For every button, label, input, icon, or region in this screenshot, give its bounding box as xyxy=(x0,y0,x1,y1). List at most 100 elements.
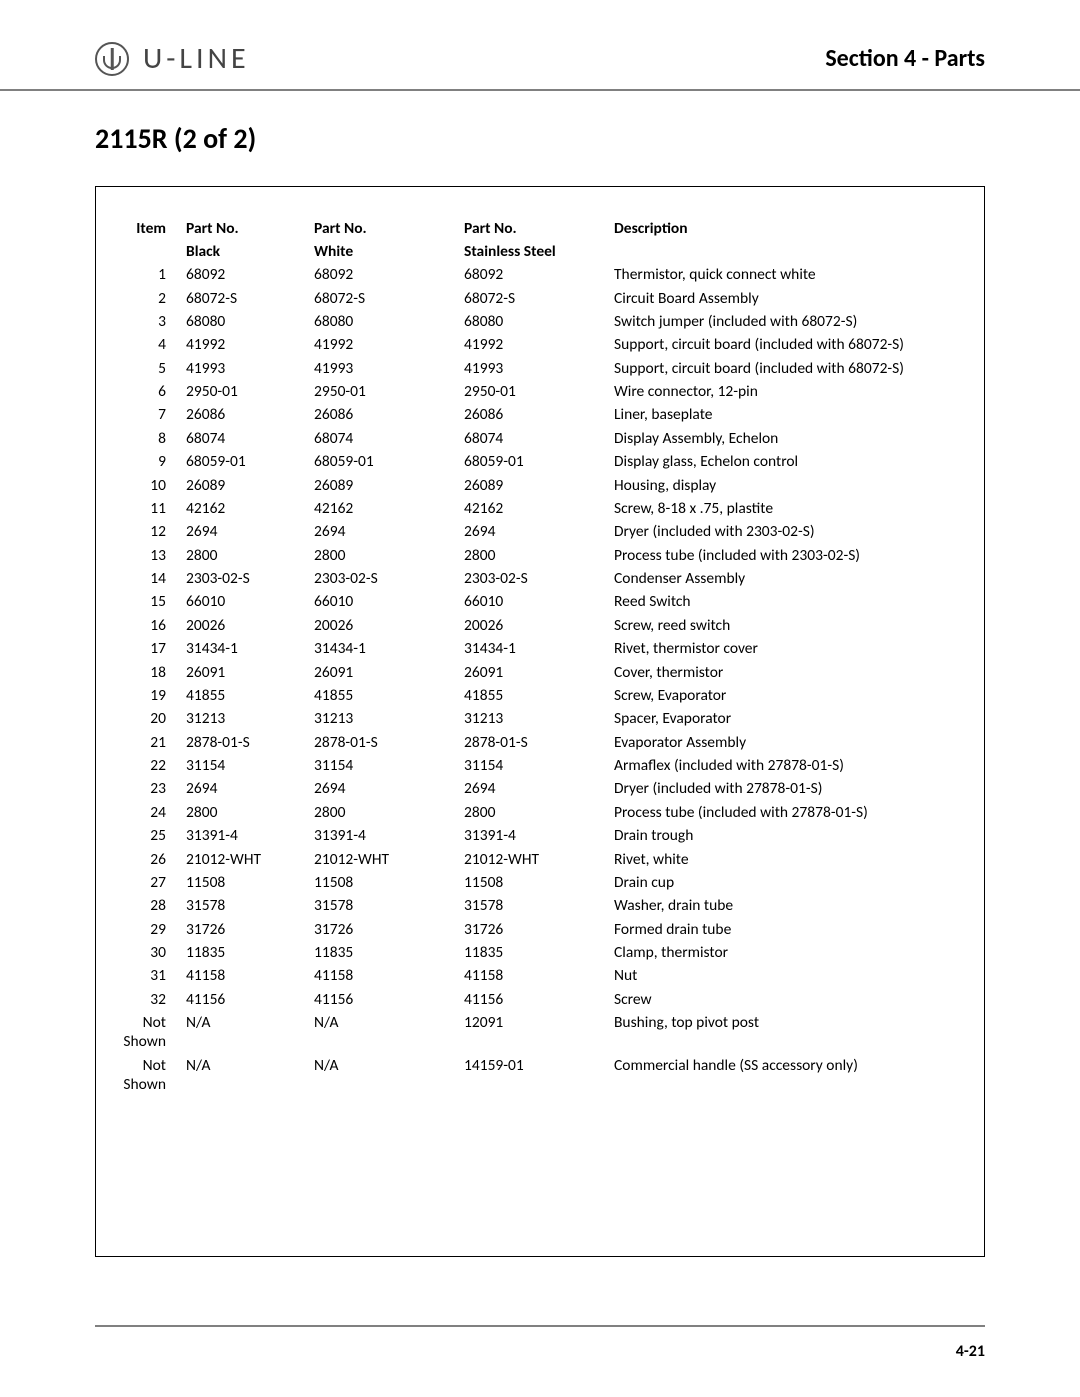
cell-black: 21012-WHT xyxy=(182,847,310,870)
cell-desc: Screw, reed switch xyxy=(610,614,966,637)
cell-item: 28 xyxy=(114,894,182,917)
cell-white: N/A xyxy=(310,1053,460,1095)
cell-white: 2950-01 xyxy=(310,380,460,403)
cell-ss: 42162 xyxy=(460,497,610,520)
cell-ss: 68092 xyxy=(460,263,610,286)
cell-desc: Display Assembly, Echelon xyxy=(610,427,966,450)
cell-white: 68059-01 xyxy=(310,450,460,473)
cell-item: 25 xyxy=(114,824,182,847)
section-title: Section 4 - Parts xyxy=(825,44,985,73)
cell-black: 2303-02-S xyxy=(182,567,310,590)
table-row: 7260862608626086Liner, baseplate xyxy=(114,403,966,426)
cell-item: 2 xyxy=(114,286,182,309)
cell-desc: Drain trough xyxy=(610,824,966,847)
table-row: 29317263172631726Formed drain tube xyxy=(114,918,966,941)
footer-rule xyxy=(95,1325,985,1327)
cell-ss: 66010 xyxy=(460,590,610,613)
cell-ss: 2878-01-S xyxy=(460,731,610,754)
cell-black: 68072-S xyxy=(182,286,310,309)
cell-ss: 41855 xyxy=(460,684,610,707)
cell-desc: Washer, drain tube xyxy=(610,894,966,917)
cell-white: 66010 xyxy=(310,590,460,613)
table-row: NotShownN/AN/A12091Bushing, top pivot po… xyxy=(114,1011,966,1053)
cell-item: 8 xyxy=(114,427,182,450)
cell-black: 31434-1 xyxy=(182,637,310,660)
cell-item: 31 xyxy=(114,964,182,987)
col-header-desc-blank xyxy=(610,240,966,263)
table-row: 16200262002620026Screw, reed switch xyxy=(114,614,966,637)
uline-logo-icon xyxy=(95,42,129,76)
cell-black: 2878-01-S xyxy=(182,731,310,754)
cell-ss: 26091 xyxy=(460,660,610,683)
cell-item: NotShown xyxy=(114,1011,182,1053)
cell-desc: Commercial handle (SS accessory only) xyxy=(610,1053,966,1095)
cell-white: N/A xyxy=(310,1011,460,1053)
cell-desc: Drain cup xyxy=(610,871,966,894)
cell-desc: Armaflex (included with 27878-01-S) xyxy=(610,754,966,777)
cell-desc: Process tube (included with 27878-01-S) xyxy=(610,801,966,824)
cell-desc: Dryer (included with 27878-01-S) xyxy=(610,777,966,800)
cell-white: 21012-WHT xyxy=(310,847,460,870)
cell-ss: 41158 xyxy=(460,964,610,987)
cell-white: 26089 xyxy=(310,473,460,496)
cell-ss: 31434-1 xyxy=(460,637,610,660)
table-row: 12269426942694Dryer (included with 2303-… xyxy=(114,520,966,543)
cell-ss: 20026 xyxy=(460,614,610,637)
cell-ss: 26086 xyxy=(460,403,610,426)
cell-item: 22 xyxy=(114,754,182,777)
cell-desc: Condenser Assembly xyxy=(610,567,966,590)
page-number: 4-21 xyxy=(956,1342,985,1361)
parts-table-frame: Item Part No. Part No. Part No. Descript… xyxy=(95,186,985,1257)
cell-desc: Rivet, white xyxy=(610,847,966,870)
cell-white: 2694 xyxy=(310,777,460,800)
cell-item: 3 xyxy=(114,310,182,333)
cell-desc: Dryer (included with 2303-02-S) xyxy=(610,520,966,543)
cell-white: 31578 xyxy=(310,894,460,917)
cell-white: 68092 xyxy=(310,263,460,286)
table-row: NotShownN/AN/A14159-01Commercial handle … xyxy=(114,1053,966,1095)
table-row: 212878-01-S2878-01-S2878-01-SEvaporator … xyxy=(114,731,966,754)
col-header-black-2: Black xyxy=(182,240,310,263)
cell-black: 26089 xyxy=(182,473,310,496)
cell-black: 68080 xyxy=(182,310,310,333)
cell-ss: 2800 xyxy=(460,801,610,824)
table-row: 18260912609126091Cover, thermistor xyxy=(114,660,966,683)
table-row: 23269426942694Dryer (included with 27878… xyxy=(114,777,966,800)
col-header-ss-2: Stainless Steel xyxy=(460,240,610,263)
cell-black: 26091 xyxy=(182,660,310,683)
table-row: 24280028002800Process tube (included wit… xyxy=(114,801,966,824)
cell-item: 14 xyxy=(114,567,182,590)
cell-white: 2694 xyxy=(310,520,460,543)
cell-desc: Switch jumper (included with 68072-S) xyxy=(610,310,966,333)
table-row: 968059-0168059-0168059-01Display glass, … xyxy=(114,450,966,473)
cell-item: 13 xyxy=(114,544,182,567)
col-header-item-blank xyxy=(114,240,182,263)
cell-white: 26086 xyxy=(310,403,460,426)
table-row: 4419924199241992Support, circuit board (… xyxy=(114,333,966,356)
cell-desc: Evaporator Assembly xyxy=(610,731,966,754)
cell-desc: Screw, 8-18 x .75, plastite xyxy=(610,497,966,520)
cell-item: 11 xyxy=(114,497,182,520)
cell-ss: 11508 xyxy=(460,871,610,894)
parts-table: Item Part No. Part No. Part No. Descript… xyxy=(114,217,966,1096)
cell-white: 41993 xyxy=(310,357,460,380)
cell-white: 31154 xyxy=(310,754,460,777)
cell-ss: 41993 xyxy=(460,357,610,380)
cell-black: 41993 xyxy=(182,357,310,380)
table-row: 20312133121331213Spacer, Evaporator xyxy=(114,707,966,730)
cell-black: 2800 xyxy=(182,801,310,824)
table-header: Item Part No. Part No. Part No. Descript… xyxy=(114,217,966,263)
cell-item: 17 xyxy=(114,637,182,660)
table-row: 32411564115641156Screw xyxy=(114,988,966,1011)
table-row: 142303-02-S2303-02-S2303-02-SCondenser A… xyxy=(114,567,966,590)
cell-item: 10 xyxy=(114,473,182,496)
cell-black: 68059-01 xyxy=(182,450,310,473)
table-row: 3680806808068080Switch jumper (included … xyxy=(114,310,966,333)
cell-item: 19 xyxy=(114,684,182,707)
cell-black: 31578 xyxy=(182,894,310,917)
cell-white: 31726 xyxy=(310,918,460,941)
cell-black: 11835 xyxy=(182,941,310,964)
cell-white: 2303-02-S xyxy=(310,567,460,590)
cell-white: 42162 xyxy=(310,497,460,520)
cell-desc: Housing, display xyxy=(610,473,966,496)
